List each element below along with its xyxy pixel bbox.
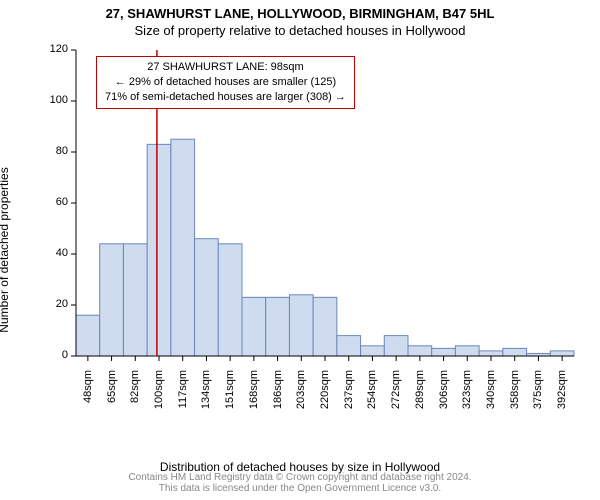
x-tick-label: 254sqm [366, 370, 378, 420]
chart-container: 27, SHAWHURST LANE, HOLLYWOOD, BIRMINGHA… [0, 0, 600, 500]
y-tick-label: 120 [50, 43, 68, 55]
x-tick-label: 340sqm [485, 370, 497, 420]
x-tick-label: 375sqm [532, 370, 544, 420]
x-tick-label: 272sqm [390, 370, 402, 420]
x-tick-label: 117sqm [177, 370, 189, 420]
x-tick-label: 392sqm [556, 370, 568, 420]
y-tick-label: 80 [56, 145, 68, 157]
annotation-line-2: ← 29% of detached houses are smaller (12… [105, 75, 346, 90]
page-subtitle: Size of property relative to detached ho… [0, 21, 600, 38]
page-title: 27, SHAWHURST LANE, HOLLYWOOD, BIRMINGHA… [0, 0, 600, 21]
x-tick-label: 323sqm [461, 370, 473, 420]
annotation-box: 27 SHAWHURST LANE: 98sqm ← 29% of detach… [96, 56, 355, 109]
y-tick-label: 60 [56, 196, 68, 208]
y-tick-label: 40 [56, 247, 68, 259]
annotation-line-1: 27 SHAWHURST LANE: 98sqm [105, 60, 346, 75]
y-tick-label: 0 [62, 349, 68, 361]
footer-line-2: This data is licensed under the Open Gov… [159, 483, 441, 494]
x-tick-label: 289sqm [414, 370, 426, 420]
x-tick-label: 100sqm [153, 370, 165, 420]
x-tick-label: 306sqm [438, 370, 450, 420]
plot-area: 27 SHAWHURST LANE: 98sqm ← 29% of detach… [58, 44, 580, 414]
footer-line-1: Contains HM Land Registry data © Crown c… [128, 472, 471, 483]
y-tick-label: 20 [56, 298, 68, 310]
x-tick-label: 168sqm [248, 370, 260, 420]
footer-attribution: Contains HM Land Registry data © Crown c… [0, 472, 600, 494]
x-tick-label: 65sqm [106, 370, 118, 420]
x-tick-label: 48sqm [82, 370, 94, 420]
x-tick-label: 203sqm [295, 370, 307, 420]
x-tick-label: 134sqm [200, 370, 212, 420]
y-tick-label: 100 [50, 94, 68, 106]
annotation-line-3: 71% of semi-detached houses are larger (… [105, 90, 346, 105]
x-tick-label: 186sqm [272, 370, 284, 420]
x-tick-label: 151sqm [224, 370, 236, 420]
x-tick-label: 237sqm [343, 370, 355, 420]
x-tick-label: 220sqm [319, 370, 331, 420]
x-tick-label: 358sqm [509, 370, 521, 420]
x-tick-label: 82sqm [129, 370, 141, 420]
